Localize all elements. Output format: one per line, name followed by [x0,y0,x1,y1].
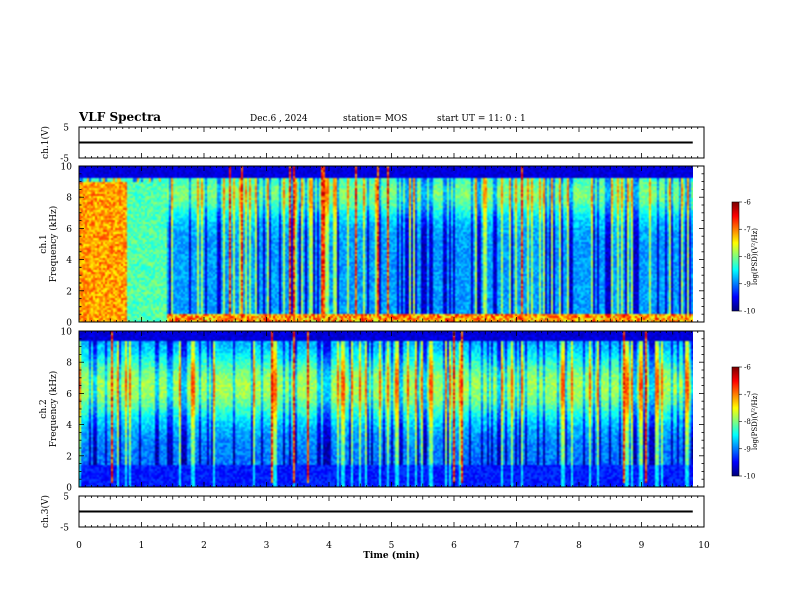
x-tick-label: 2 [201,541,207,551]
ch2-y-axis-label-line: Frequency (kHz) [48,371,59,448]
ch2-y-tick-label: 10 [61,328,73,338]
ch2-colorbar-tick-label: -8 [744,418,751,426]
ch1-colorbar-tick-label: -10 [744,308,755,316]
ch1-y-tick-label: 10 [61,163,73,173]
ch1-y-tick-label: 4 [66,256,72,266]
ch1-y-axis-label: ch.1Frequency (kHz) [39,206,59,283]
ch1-colorbar-tick-label: -8 [744,253,751,261]
chart-title: VLF Spectra [79,110,162,124]
ch1-y-tick-label: 8 [66,194,72,204]
ch3-waveform-y-axis-label: ch.3(V) [40,495,51,528]
ch2-colorbar-label: log(PSD)(V²/Hz) [751,393,759,450]
ch2-colorbar-tick-label: -9 [744,445,751,453]
x-tick-label: 5 [389,541,395,551]
ch1-colorbar-label: log(PSD)(V²/Hz) [751,228,759,285]
x-tick-label: 10 [698,541,710,551]
x-tick-label: 3 [264,541,270,551]
start-ut-label: start UT = 11: 0 : 1 [437,114,526,124]
x-tick-label: 9 [639,541,645,551]
station-label: station= MOS [343,114,408,124]
ch1-colorbar-tick-label: -9 [744,280,751,288]
ch2-colorbar-tick-label: -10 [744,473,755,481]
ch1-colorbar-tick-label: -7 [744,226,751,234]
ch2-spectrogram-image [79,331,693,487]
ch2-y-tick-label: 2 [66,452,72,462]
x-tick-label: 6 [451,541,457,551]
ch1-y-tick-label: 2 [66,287,72,297]
ch1-waveform-y-tick-label: -5 [60,155,69,165]
ch1-colorbar [732,202,739,311]
ch2-y-axis-label-line: ch.2 [39,399,49,418]
ch1-y-axis-label-line: Frequency (kHz) [48,206,59,283]
ch2-colorbar-tick-label: -7 [744,391,751,399]
ch2-y-tick-label: 4 [66,421,72,431]
ch3-waveform-y-tick-label: 5 [63,493,69,503]
ch1-waveform-y-axis-label: ch.1(V) [40,126,51,159]
ch2-y-tick-label: 8 [66,359,72,369]
x-tick-label: 7 [514,541,520,551]
ch2-colorbar-tick-label: -6 [744,364,751,372]
ch1-y-axis-label-line: ch.1 [39,234,49,253]
date-label: Dec.6 , 2024 [250,114,308,124]
ch1-y-tick-label: 6 [66,225,72,235]
ch1-waveform-y-tick-label: 5 [63,124,69,134]
ch3-waveform-y-tick-label: -5 [60,524,69,534]
x-axis-label: Time (min) [363,550,420,561]
ch2-colorbar [732,367,739,476]
x-tick-label: 0 [76,541,82,551]
x-tick-label: 8 [576,541,582,551]
ch2-y-tick-label: 0 [66,484,72,494]
ch1-spectrogram-image [79,166,693,322]
ch2-y-tick-label: 6 [66,390,72,400]
x-tick-label: 4 [326,541,332,551]
ch1-y-tick-label: 0 [66,319,72,329]
x-tick-label: 1 [139,541,145,551]
ch1-colorbar-tick-label: -6 [744,199,751,207]
ch2-y-axis-label: ch.2Frequency (kHz) [39,371,59,448]
